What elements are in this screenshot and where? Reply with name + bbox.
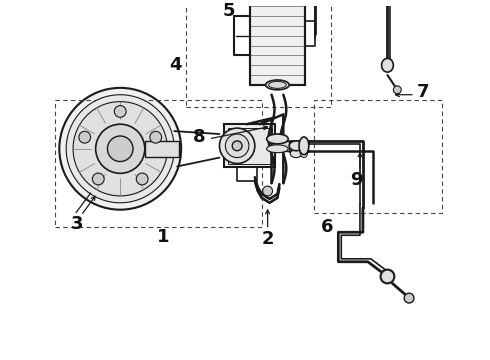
Ellipse shape	[267, 145, 288, 153]
Bar	[55, 100, 262, 228]
Bar	[275, 141, 289, 151]
Text: 2: 2	[262, 230, 274, 248]
Text: 5: 5	[222, 2, 235, 20]
Circle shape	[107, 136, 133, 162]
Bar	[145, 141, 179, 157]
Ellipse shape	[259, 0, 296, 1]
Circle shape	[114, 105, 126, 117]
Ellipse shape	[254, 0, 301, 3]
Bar	[186, 0, 331, 107]
Text: 9: 9	[350, 171, 363, 189]
Bar	[314, 100, 441, 213]
Circle shape	[66, 95, 174, 203]
Circle shape	[393, 86, 401, 94]
Ellipse shape	[269, 81, 286, 88]
Ellipse shape	[382, 58, 393, 72]
Text: 1: 1	[157, 228, 169, 246]
Circle shape	[232, 141, 242, 151]
Ellipse shape	[289, 141, 303, 151]
Ellipse shape	[267, 134, 288, 144]
Ellipse shape	[381, 270, 394, 283]
Circle shape	[59, 88, 181, 210]
Circle shape	[73, 102, 168, 196]
Text: 3: 3	[71, 215, 84, 233]
Circle shape	[225, 134, 249, 158]
Ellipse shape	[290, 150, 302, 158]
Text: 8: 8	[193, 128, 205, 146]
Ellipse shape	[266, 80, 289, 90]
Bar	[250, 0, 305, 85]
Ellipse shape	[299, 137, 309, 155]
Text: 6: 6	[320, 218, 333, 236]
Polygon shape	[255, 177, 279, 203]
Circle shape	[404, 293, 414, 303]
Circle shape	[79, 131, 91, 143]
Text: 4: 4	[170, 56, 182, 74]
Circle shape	[136, 173, 148, 185]
Text: 7: 7	[417, 83, 429, 101]
Bar	[228, 128, 271, 163]
Circle shape	[263, 186, 272, 196]
Bar	[224, 124, 275, 167]
Ellipse shape	[300, 146, 308, 158]
Circle shape	[150, 131, 162, 143]
Circle shape	[220, 128, 255, 163]
Circle shape	[93, 173, 104, 185]
Circle shape	[96, 124, 145, 173]
